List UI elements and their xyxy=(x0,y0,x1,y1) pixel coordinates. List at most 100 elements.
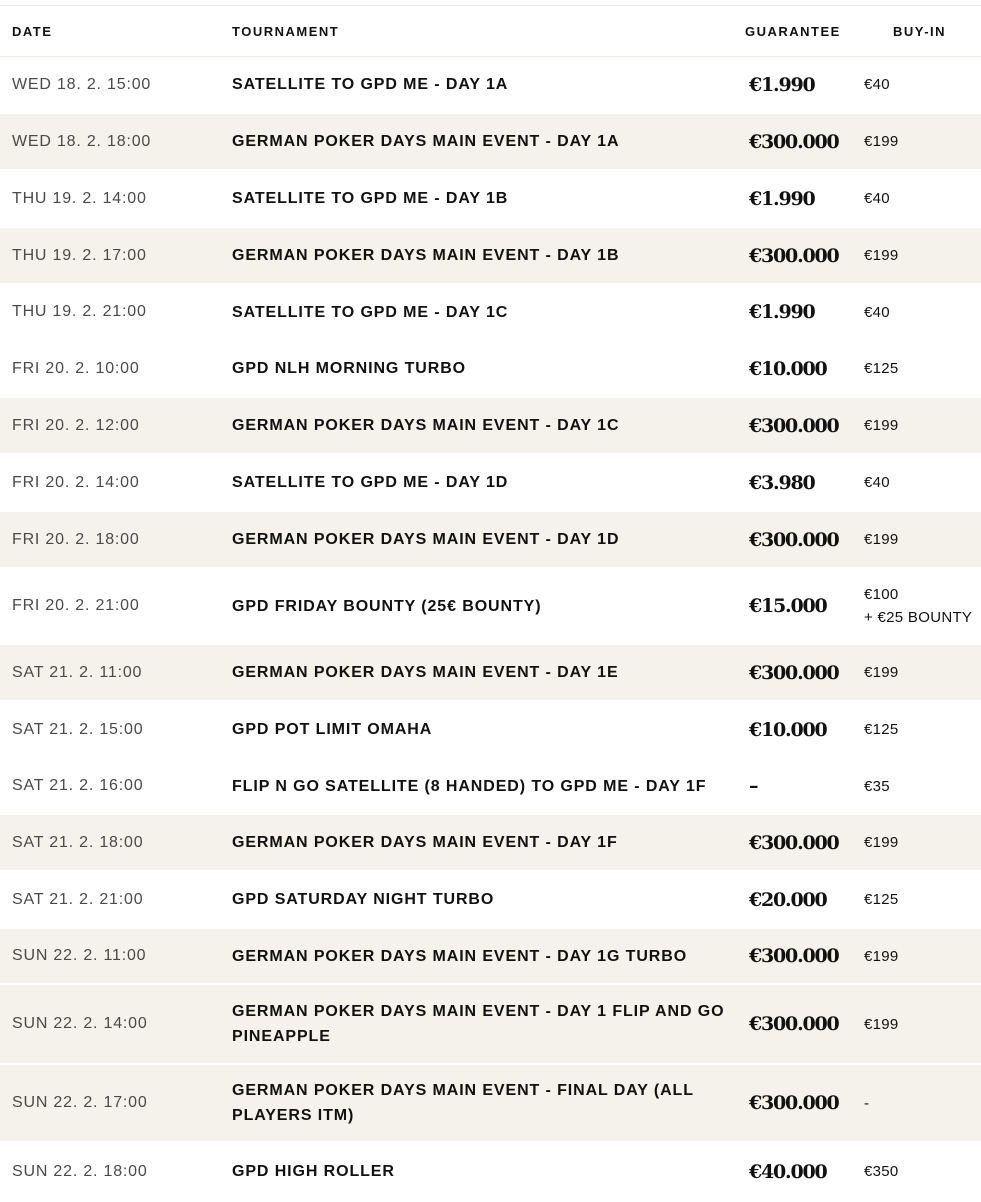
row-buyin: €199 xyxy=(864,228,981,283)
table-row[interactable]: SUN 22. 2. 14:00 GERMAN POKER DAYS MAIN E… xyxy=(0,985,981,1065)
row-date: THU 19. 2. 14:00 xyxy=(12,189,147,207)
row-guarantee: €20.000 xyxy=(749,888,828,911)
row-tournament: GERMAN POKER DAYS MAIN EVENT - FINAL DAY… xyxy=(232,1065,732,1141)
buyin-amount: €40 xyxy=(864,474,890,491)
row-date: THU 19. 2. 17:00 xyxy=(12,246,147,264)
buyin-amount: €40 xyxy=(864,76,890,93)
row-date: SUN 22. 2. 17:00 xyxy=(12,1094,148,1111)
tournament-name[interactable]: GPD FRIDAY BOUNTY (25€ BOUNTY) xyxy=(232,597,542,615)
buyin-amount: €199 xyxy=(864,947,899,965)
row-buyin: €125 xyxy=(864,702,981,757)
row-guarantee: €300.000 xyxy=(749,1092,840,1114)
buyin-amount: - xyxy=(864,1094,870,1112)
tournament-name[interactable]: SATELLITE TO GPD ME - DAY 1A xyxy=(232,76,509,93)
table-row[interactable]: WED 18. 2. 15:00 SATELLITE TO GPD ME - DA… xyxy=(0,57,981,114)
table-row[interactable]: SAT 21. 2. 18:00 GERMAN POKER DAYS MAIN E… xyxy=(0,815,981,872)
row-date: SAT 21. 2. 16:00 xyxy=(12,777,144,794)
tournament-name[interactable]: GERMAN POKER DAYS MAIN EVENT - DAY 1F xyxy=(232,834,618,851)
row-date: SAT 21. 2. 18:00 xyxy=(12,833,144,851)
tournament-name[interactable]: GERMAN POKER DAYS MAIN EVENT - DAY 1D xyxy=(232,531,620,548)
tournament-name[interactable]: GPD NLH MORNING TURBO xyxy=(232,360,467,377)
header-tournament[interactable]: TOURNAMENT xyxy=(232,23,340,39)
row-guarantee: €3.980 xyxy=(749,471,816,494)
table-row[interactable]: THU 19. 2. 17:00 GERMAN POKER DAYS MAIN E… xyxy=(0,228,981,285)
row-guarantee: €1.990 xyxy=(749,73,816,96)
row-tournament: SATELLITE TO GPD ME - DAY 1C xyxy=(232,285,732,339)
row-guarantee: – xyxy=(749,775,759,797)
row-date: SUN 22. 2. 14:00 xyxy=(12,1015,148,1032)
row-date: SUN 22. 2. 18:00 xyxy=(12,1162,148,1180)
buyin-amount: €199 xyxy=(864,834,899,851)
row-buyin: €199 xyxy=(864,929,981,983)
row-date: SAT 21. 2. 11:00 xyxy=(12,663,143,681)
tournament-name[interactable]: SATELLITE TO GPD ME - DAY 1D xyxy=(232,474,509,491)
row-guarantee: €300.000 xyxy=(749,831,840,854)
row-buyin: €35 xyxy=(864,759,981,813)
table-row[interactable]: FRI 20. 2. 18:00 GERMAN POKER DAYS MAIN E… xyxy=(0,512,981,569)
header-buyin[interactable]: BUY-IN xyxy=(892,23,947,39)
header-date[interactable]: DATE xyxy=(12,23,53,39)
table-row[interactable]: SAT 21. 2. 15:00 GPD POT LIMIT OMAHA €10.0… xyxy=(0,702,981,759)
table-row[interactable]: FRI 20. 2. 14:00 SATELLITE TO GPD ME - DA… xyxy=(0,455,981,512)
row-date: FRI 20. 2. 14:00 xyxy=(12,473,140,491)
table-row[interactable]: SAT 21. 2. 21:00 GPD SATURDAY NIGHT TURBO… xyxy=(0,872,981,929)
table-row[interactable]: FRI 20. 2. 21:00 GPD FRIDAY BOUNTY (25€ B… xyxy=(0,569,981,645)
table-row[interactable]: SUN 22. 2. 11:00 GERMAN POKER DAYS MAIN E… xyxy=(0,929,981,985)
row-guarantee: €15.000 xyxy=(749,595,828,617)
buyin-amount: €199 xyxy=(864,664,899,681)
table-row[interactable]: SUN 22. 2. 17:00 GERMAN POKER DAYS MAIN E… xyxy=(0,1065,981,1143)
buyin-amount: €40 xyxy=(864,190,890,207)
row-buyin: €199 xyxy=(864,398,981,453)
tournament-name[interactable]: GERMAN POKER DAYS MAIN EVENT - DAY 1A xyxy=(232,133,620,150)
row-date: SAT 21. 2. 15:00 xyxy=(12,720,144,738)
table-header: DATE TOURNAMENT GUARANTEE BUY-IN xyxy=(0,6,981,57)
tournament-name[interactable]: FLIP N GO SATELLITE (8 HANDED) TO GPD ME… xyxy=(232,777,707,795)
tournament-name[interactable]: GERMAN POKER DAYS MAIN EVENT - FINAL DAY… xyxy=(232,1082,694,1124)
tournament-name[interactable]: GERMAN POKER DAYS MAIN EVENT - DAY 1G TU… xyxy=(232,947,688,965)
table-row[interactable]: WED 18. 2. 18:00 GERMAN POKER DAYS MAIN E… xyxy=(0,114,981,171)
buyin-amount: €125 xyxy=(864,891,899,908)
row-tournament: GPD POT LIMIT OMAHA xyxy=(232,702,732,757)
row-guarantee: €1.990 xyxy=(749,301,816,323)
row-guarantee: €300.000 xyxy=(749,528,840,551)
row-tournament: GPD HIGH ROLLER xyxy=(232,1143,732,1200)
row-buyin: €199 xyxy=(864,985,981,1063)
header-guarantee[interactable]: GUARANTEE xyxy=(745,23,841,39)
row-tournament: GERMAN POKER DAYS MAIN EVENT - DAY 1G TU… xyxy=(232,929,732,983)
tournament-name[interactable]: GPD SATURDAY NIGHT TURBO xyxy=(232,891,495,908)
row-date: THU 19. 2. 21:00 xyxy=(12,303,147,320)
row-buyin: - xyxy=(864,1065,981,1141)
tournament-name[interactable]: GERMAN POKER DAYS MAIN EVENT - DAY 1 FLI… xyxy=(232,1003,725,1045)
row-guarantee: €300.000 xyxy=(749,244,840,267)
table-row[interactable]: FRI 20. 2. 10:00 GPD NLH MORNING TURBO €10… xyxy=(0,341,981,398)
row-tournament: SATELLITE TO GPD ME - DAY 1D xyxy=(232,455,732,510)
row-buyin: €199 xyxy=(864,815,981,870)
tournament-name[interactable]: GERMAN POKER DAYS MAIN EVENT - DAY 1E xyxy=(232,664,619,681)
table-row[interactable]: SUN 22. 2. 18:00 GPD HIGH ROLLER €40.000 €3… xyxy=(0,1143,981,1202)
tournament-name[interactable]: GPD HIGH ROLLER xyxy=(232,1163,395,1180)
buyin-amount: €199 xyxy=(864,531,899,548)
row-date: FRI 20. 2. 10:00 xyxy=(12,359,140,377)
row-tournament: GERMAN POKER DAYS MAIN EVENT - DAY 1 FLI… xyxy=(232,985,732,1063)
row-guarantee: €300.000 xyxy=(749,661,840,684)
tournament-name[interactable]: GPD POT LIMIT OMAHA xyxy=(232,721,433,738)
table-row[interactable]: FRI 20. 2. 12:00 GERMAN POKER DAYS MAIN E… xyxy=(0,398,981,455)
row-tournament: GERMAN POKER DAYS MAIN EVENT - DAY 1B xyxy=(232,228,732,283)
table-row[interactable]: SAT 21. 2. 11:00 GERMAN POKER DAYS MAIN E… xyxy=(0,645,981,702)
tournament-name[interactable]: SATELLITE TO GPD ME - DAY 1C xyxy=(232,303,509,321)
tournament-name[interactable]: GERMAN POKER DAYS MAIN EVENT - DAY 1C xyxy=(232,417,620,434)
buyin-amount: €125 xyxy=(864,721,899,738)
row-tournament: GERMAN POKER DAYS MAIN EVENT - DAY 1D xyxy=(232,512,732,567)
table-row[interactable]: THU 19. 2. 14:00 SATELLITE TO GPD ME - DA… xyxy=(0,171,981,228)
tournament-name[interactable]: GERMAN POKER DAYS MAIN EVENT - DAY 1B xyxy=(232,247,620,264)
row-buyin: €350 xyxy=(864,1143,981,1200)
buyin-amount: €100 xyxy=(864,586,899,603)
buyin-amount: €350 xyxy=(864,1163,899,1180)
row-guarantee: €40.000 xyxy=(749,1160,828,1183)
row-tournament: GPD SATURDAY NIGHT TURBO xyxy=(232,872,732,927)
table-row[interactable]: THU 19. 2. 21:00 SATELLITE TO GPD ME - DA… xyxy=(0,285,981,341)
row-tournament: FLIP N GO SATELLITE (8 HANDED) TO GPD ME… xyxy=(232,759,732,813)
row-buyin: €199 xyxy=(864,512,981,567)
tournament-name[interactable]: SATELLITE TO GPD ME - DAY 1B xyxy=(232,190,509,207)
table-row[interactable]: SAT 21. 2. 16:00 FLIP N GO SATELLITE (8 H… xyxy=(0,759,981,815)
